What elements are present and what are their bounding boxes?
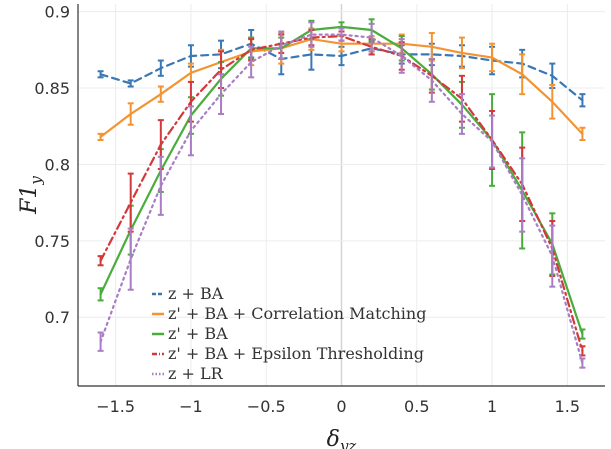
error-bar bbox=[187, 105, 194, 157]
series-group bbox=[97, 18, 586, 369]
error-bar bbox=[428, 58, 435, 103]
error-bar bbox=[549, 83, 556, 120]
series-4 bbox=[97, 21, 586, 369]
x-tick-label: 1 bbox=[487, 397, 497, 416]
error-bar bbox=[579, 93, 586, 108]
y-tick-label: 0.85 bbox=[34, 79, 70, 98]
legend-item: z' + BA bbox=[152, 324, 228, 343]
error-bar bbox=[579, 328, 586, 340]
x-tick-label: 0 bbox=[336, 397, 346, 416]
x-tick-label: 1.5 bbox=[555, 397, 580, 416]
axis-titles: δyz F1y bbox=[17, 176, 356, 449]
error-bar bbox=[338, 27, 345, 42]
error-bar bbox=[368, 22, 375, 53]
y-tick-label: 0.8 bbox=[45, 155, 70, 174]
error-bar bbox=[519, 157, 526, 233]
y-axis-title: F1y bbox=[17, 176, 45, 215]
series-line bbox=[99, 33, 584, 365]
legend-item: z' + BA + Correlation Matching bbox=[152, 304, 426, 323]
x-tick-label: −1 bbox=[179, 397, 203, 416]
legend-label: z' + BA bbox=[168, 324, 228, 343]
axes: −1.5 −1 −0.5 0 0.5 1 1.5 0.7 0.75 0.8 0.85 0.9 bbox=[34, 3, 605, 416]
error-bar bbox=[97, 70, 104, 79]
error-bar bbox=[127, 102, 134, 126]
error-bar bbox=[549, 224, 556, 288]
y-tick-label: 0.75 bbox=[34, 232, 70, 251]
error-bar bbox=[218, 73, 225, 116]
legend-item: z' + BA + Epsilon Thresholding bbox=[152, 344, 424, 363]
error-bar bbox=[248, 45, 255, 79]
x-tick-label: 0.5 bbox=[404, 397, 429, 416]
error-bar bbox=[97, 331, 104, 352]
x-tick-label: −0.5 bbox=[247, 397, 286, 416]
error-bar bbox=[278, 30, 285, 61]
error-bar bbox=[127, 227, 134, 291]
error-bar bbox=[97, 132, 104, 141]
error-bar bbox=[97, 255, 104, 267]
error-bar bbox=[157, 155, 164, 216]
legend-label: z + BA bbox=[168, 284, 224, 303]
error-bar bbox=[458, 93, 465, 135]
error-bar bbox=[579, 126, 586, 141]
error-bar bbox=[489, 42, 496, 73]
error-bar bbox=[157, 85, 164, 103]
x-axis-title: δyz bbox=[327, 427, 357, 449]
error-bar bbox=[308, 21, 315, 48]
error-bar bbox=[97, 287, 104, 302]
error-bar bbox=[398, 38, 405, 74]
legend-item: z + LR bbox=[152, 364, 224, 383]
error-bar bbox=[519, 53, 526, 96]
error-bar bbox=[489, 114, 496, 169]
x-tick-label: −1.5 bbox=[96, 397, 135, 416]
legend-label: z' + BA + Correlation Matching bbox=[168, 304, 426, 323]
legend-label: z + LR bbox=[168, 364, 224, 383]
error-bar bbox=[458, 36, 465, 70]
legend-label: z' + BA + Epsilon Thresholding bbox=[168, 344, 424, 363]
y-tick-label: 0.9 bbox=[45, 3, 70, 22]
error-bar bbox=[127, 79, 134, 88]
legend-item: z + BA bbox=[152, 284, 224, 303]
error-bar bbox=[127, 172, 134, 233]
error-bar bbox=[157, 59, 164, 77]
y-tick-label: 0.7 bbox=[45, 308, 70, 327]
error-bar bbox=[579, 357, 586, 369]
